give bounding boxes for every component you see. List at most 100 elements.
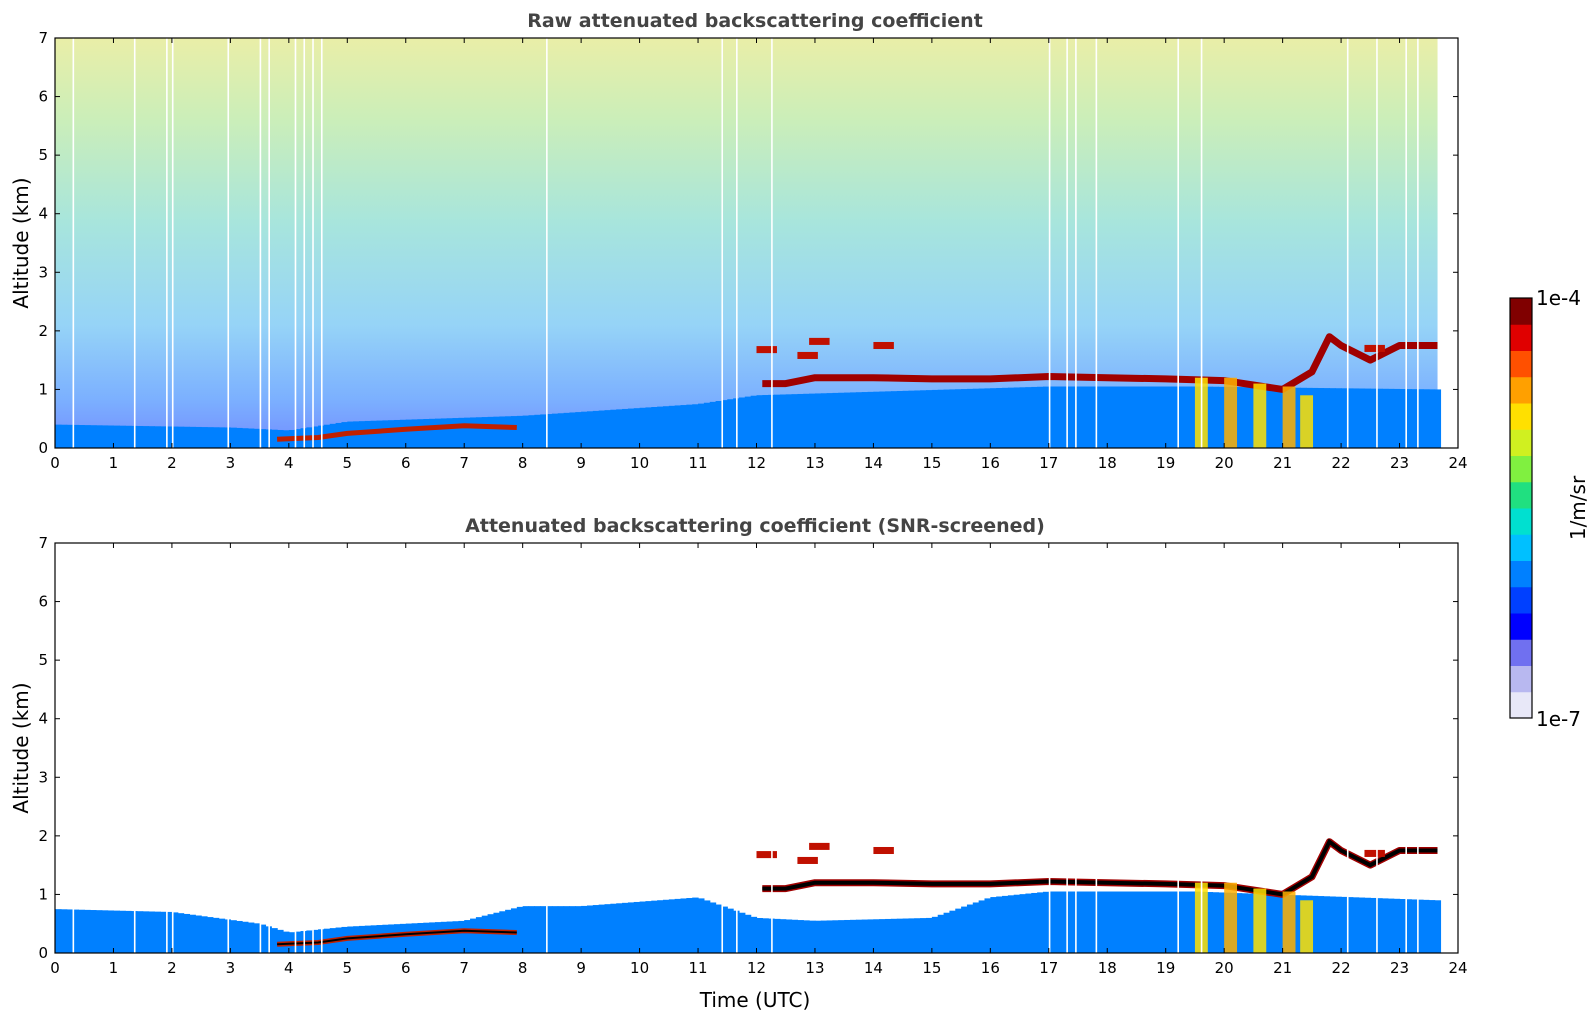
- aerosol-cell: [850, 919, 857, 953]
- aerosol-cell: [1154, 891, 1161, 953]
- y-tick-label: 0: [38, 439, 48, 457]
- aerosol-cell: [113, 425, 120, 448]
- aerosol-cell: [183, 426, 191, 448]
- aerosol-cell: [1048, 891, 1056, 953]
- aerosol-cell: [1218, 892, 1225, 953]
- aerosol-cell: [195, 915, 202, 953]
- aerosol-cell: [984, 388, 991, 448]
- aerosol-cell: [417, 922, 424, 953]
- aerosol-cell: [563, 906, 571, 953]
- aerosol-cell: [405, 419, 413, 448]
- aerosol-cell: [844, 919, 851, 953]
- aerosol-cell: [1247, 893, 1254, 953]
- missing-data-gap: [546, 543, 548, 953]
- aerosol-cell: [1154, 386, 1161, 448]
- aerosol-cell: [855, 392, 863, 448]
- raw-panel-title: Raw attenuated backscattering coefficien…: [527, 10, 983, 32]
- aerosol-cell: [779, 919, 787, 953]
- aerosol-cell: [657, 900, 664, 953]
- aerosol-cell: [1054, 386, 1062, 448]
- aerosol-cell: [598, 410, 606, 448]
- precip-shaft: [1253, 383, 1267, 448]
- missing-data-gap: [1405, 38, 1407, 448]
- aerosol-cell: [1177, 891, 1184, 953]
- aerosol-cell: [885, 391, 892, 448]
- aerosol-cell: [1411, 389, 1418, 448]
- aerosol-cell: [709, 401, 717, 448]
- aerosol-cell: [762, 918, 769, 953]
- precip-shaft: [1282, 891, 1296, 953]
- aerosol-cell: [926, 917, 933, 953]
- aerosol-cell: [1007, 895, 1015, 953]
- aerosol-cell: [1417, 389, 1424, 448]
- aerosol-cell: [429, 922, 436, 953]
- aerosol-cell: [440, 921, 448, 953]
- aerosol-cell: [458, 920, 465, 953]
- aerosol-cell: [1142, 891, 1149, 953]
- aerosol-cell: [66, 424, 74, 448]
- aerosol-cell: [1054, 891, 1062, 953]
- screened-backscatter-panel: Attenuated backscattering coefficient (S…: [9, 515, 1468, 1012]
- aerosol-cell: [990, 897, 997, 953]
- aerosol-cell: [832, 392, 839, 448]
- x-tick-label: 19: [1156, 959, 1175, 977]
- aerosol-cell: [505, 416, 512, 448]
- layer-line: [276, 423, 517, 442]
- aerosol-cell: [622, 902, 629, 953]
- aerosol-cell: [1113, 386, 1120, 448]
- cloud-patch: [797, 856, 818, 864]
- aerosol-cell: [879, 919, 886, 953]
- missing-data-gap: [133, 543, 136, 953]
- aerosol-cell: [1346, 897, 1354, 953]
- aerosol-cell: [610, 409, 617, 448]
- aerosol-cell: [686, 898, 693, 953]
- colorbar-swatch: [1510, 429, 1532, 456]
- aerosol-cell: [1019, 894, 1027, 953]
- x-tick-label: 3: [226, 454, 236, 472]
- aerosol-cell: [1387, 898, 1395, 953]
- aerosol-cell: [937, 389, 945, 448]
- colorbar-unit-label: 1/m/sr: [1566, 475, 1590, 540]
- colorbar-swatch: [1510, 376, 1532, 404]
- aerosol-cell: [166, 426, 173, 448]
- x-tick-label: 19: [1156, 454, 1175, 472]
- aerosol-cell: [546, 414, 553, 448]
- aerosol-cell: [820, 920, 828, 953]
- aerosol-cell: [113, 910, 120, 953]
- aerosol-cell: [1364, 388, 1371, 448]
- aerosol-cell: [1317, 896, 1325, 953]
- aerosol-cell: [1358, 388, 1366, 448]
- x-tick-label: 7: [459, 454, 469, 472]
- missing-data-gap: [268, 543, 270, 953]
- aerosol-cell: [943, 912, 951, 953]
- aerosol-cell: [423, 922, 430, 953]
- x-tick-label: 21: [1273, 959, 1292, 977]
- aerosol-cell: [1352, 388, 1360, 448]
- aerosol-cell: [826, 920, 834, 953]
- aerosol-cell: [493, 416, 500, 448]
- aerosol-cell: [727, 399, 734, 448]
- aerosol-cell: [885, 918, 892, 953]
- aerosol-cell: [125, 910, 132, 953]
- missing-data-gap: [721, 38, 724, 448]
- missing-data-gap: [171, 543, 174, 953]
- aerosol-cell: [1329, 388, 1336, 448]
- aerosol-cell: [417, 419, 424, 448]
- aerosol-cell: [990, 388, 997, 448]
- raw-axes: 0 1 2 3 4 5 6 7 8 9 10 11 12 13 14 15 16 17 18 19 20 21 22 23 24…: [38, 29, 1467, 472]
- aerosol-cell: [996, 896, 1003, 953]
- aerosol-cell: [1060, 386, 1067, 448]
- x-tick-label: 4: [284, 959, 294, 977]
- aerosol-cell: [470, 417, 477, 448]
- aerosol-cell: [592, 905, 600, 953]
- aerosol-cell: [651, 407, 658, 448]
- aerosol-cell: [1171, 891, 1178, 953]
- aerosol-cell: [1159, 386, 1167, 448]
- aerosol-cell: [1066, 891, 1073, 953]
- aerosol-cell: [95, 910, 103, 953]
- aerosol-cell: [434, 418, 442, 448]
- x-tick-label: 12: [747, 959, 766, 977]
- aerosol-cell: [966, 388, 974, 448]
- cloud-patch: [873, 846, 894, 855]
- layer-elevated-cloud-patches: [756, 842, 1385, 864]
